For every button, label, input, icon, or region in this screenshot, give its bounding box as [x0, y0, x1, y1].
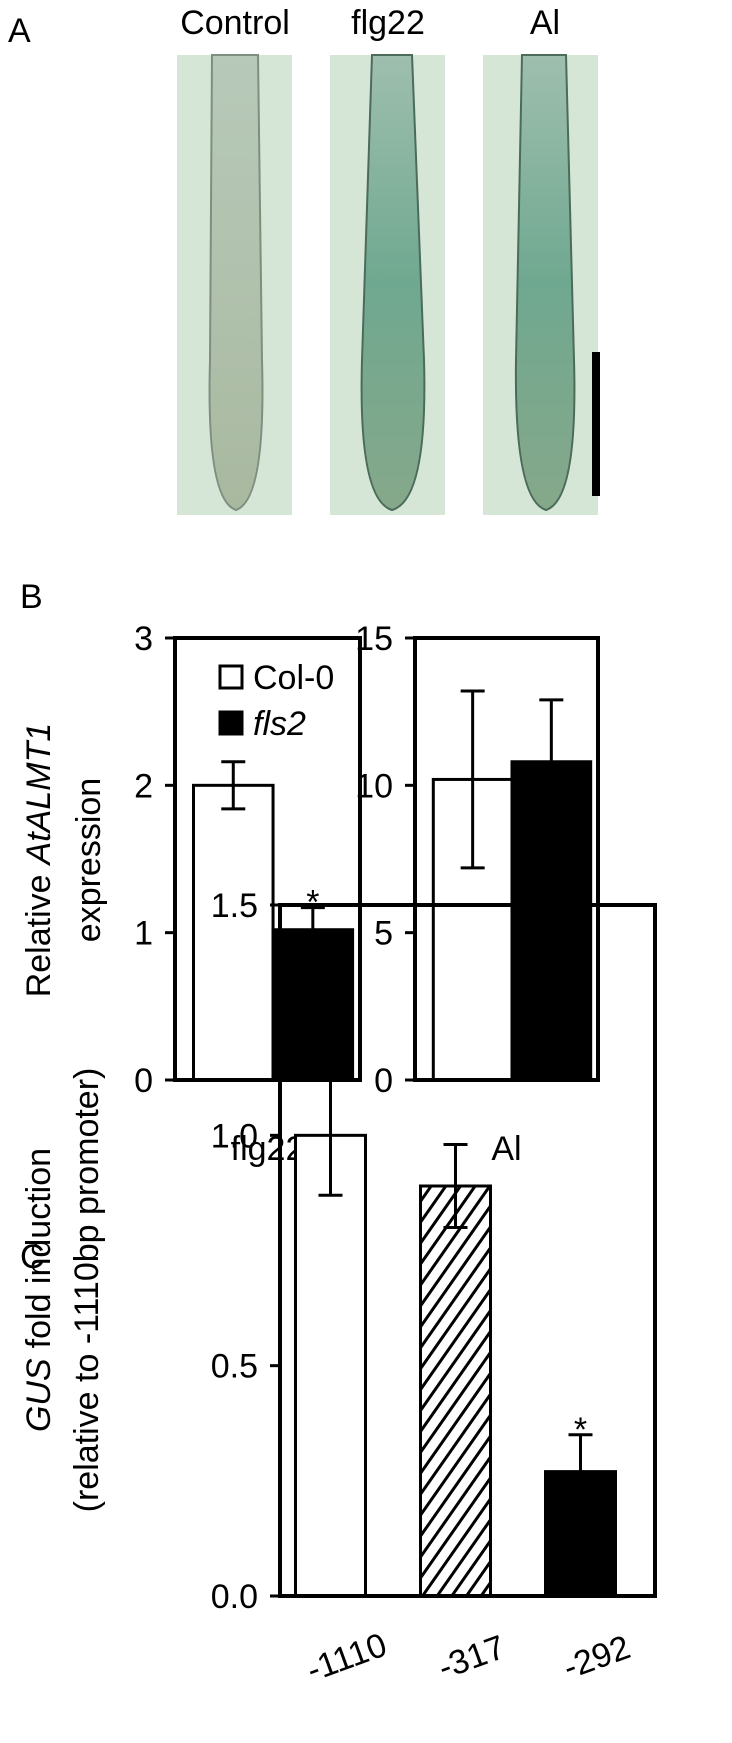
x-tick-label: -317	[433, 1628, 510, 1687]
y-tick-label: 3	[134, 620, 153, 658]
image-label: Al	[530, 4, 560, 42]
y-tick-label: 0.0	[211, 1578, 258, 1616]
root-image	[177, 54, 292, 515]
y-tick-label: 5	[374, 915, 393, 953]
plot-frame	[173, 636, 362, 1082]
y-tick-label: 0.5	[211, 1348, 258, 1386]
y-tick-label: 1	[134, 915, 153, 953]
error-bar	[568, 1433, 593, 1510]
y-tick-label: 0	[374, 1062, 393, 1100]
error-bar	[539, 698, 564, 826]
legend-label: Col-0	[253, 659, 334, 697]
x-tick-label: Al	[491, 1130, 521, 1168]
panel-label: B	[20, 578, 43, 616]
y-tick-label: 1.5	[211, 887, 258, 925]
y-tick-label: 2	[134, 767, 153, 805]
bar	[294, 1133, 367, 1598]
y-tick-label: 0	[134, 1062, 153, 1100]
svg-text:RelativeAtALMT1: Relative AtALMT1	[20, 723, 58, 998]
y-label-part: GUS	[20, 1358, 58, 1432]
legend-swatch	[218, 710, 244, 736]
plot-frame	[413, 636, 600, 1082]
image-label: flg22	[351, 4, 425, 42]
bar	[419, 1184, 492, 1598]
y-label-part: expression	[70, 778, 108, 942]
x-tick-label: -292	[558, 1628, 635, 1687]
error-bar	[460, 689, 485, 870]
y-label-part: fold induction	[20, 1148, 58, 1348]
y-axis-label: Relative AtALMT1 expression	[20, 723, 108, 998]
bar	[192, 783, 275, 1082]
plot-frame	[278, 903, 657, 1598]
y-label-part: (relative to -1110bp promoter)	[68, 1068, 106, 1513]
panel-label: C	[20, 1238, 45, 1276]
y-label-part: Relative	[20, 874, 58, 997]
root-image	[330, 54, 445, 515]
x-tick-label: -1110	[302, 1626, 392, 1690]
error-bar	[443, 1143, 468, 1229]
significance-label: *	[574, 1411, 587, 1449]
error-bar	[221, 760, 246, 811]
y-axis-label: GUS fold induction (relative to -1110bp p…	[20, 1068, 106, 1513]
legend-label: fls2	[253, 705, 306, 743]
svg-text:GUSfold induction: GUS fold induction	[20, 1148, 58, 1432]
error-bar	[300, 906, 325, 954]
y-label-part: AtALMT1	[20, 723, 58, 867]
y-tick-label: 15	[355, 620, 393, 658]
x-tick-label: flg22	[231, 1130, 305, 1168]
legend-swatch	[218, 664, 244, 690]
root-image	[483, 54, 600, 515]
panel-label: A	[8, 12, 31, 50]
y-tick-label: 1.0	[211, 1117, 258, 1155]
image-label: Control	[180, 4, 290, 42]
error-bar	[318, 1073, 343, 1197]
y-tick-label: 10	[355, 767, 393, 805]
significance-label: *	[306, 884, 319, 922]
